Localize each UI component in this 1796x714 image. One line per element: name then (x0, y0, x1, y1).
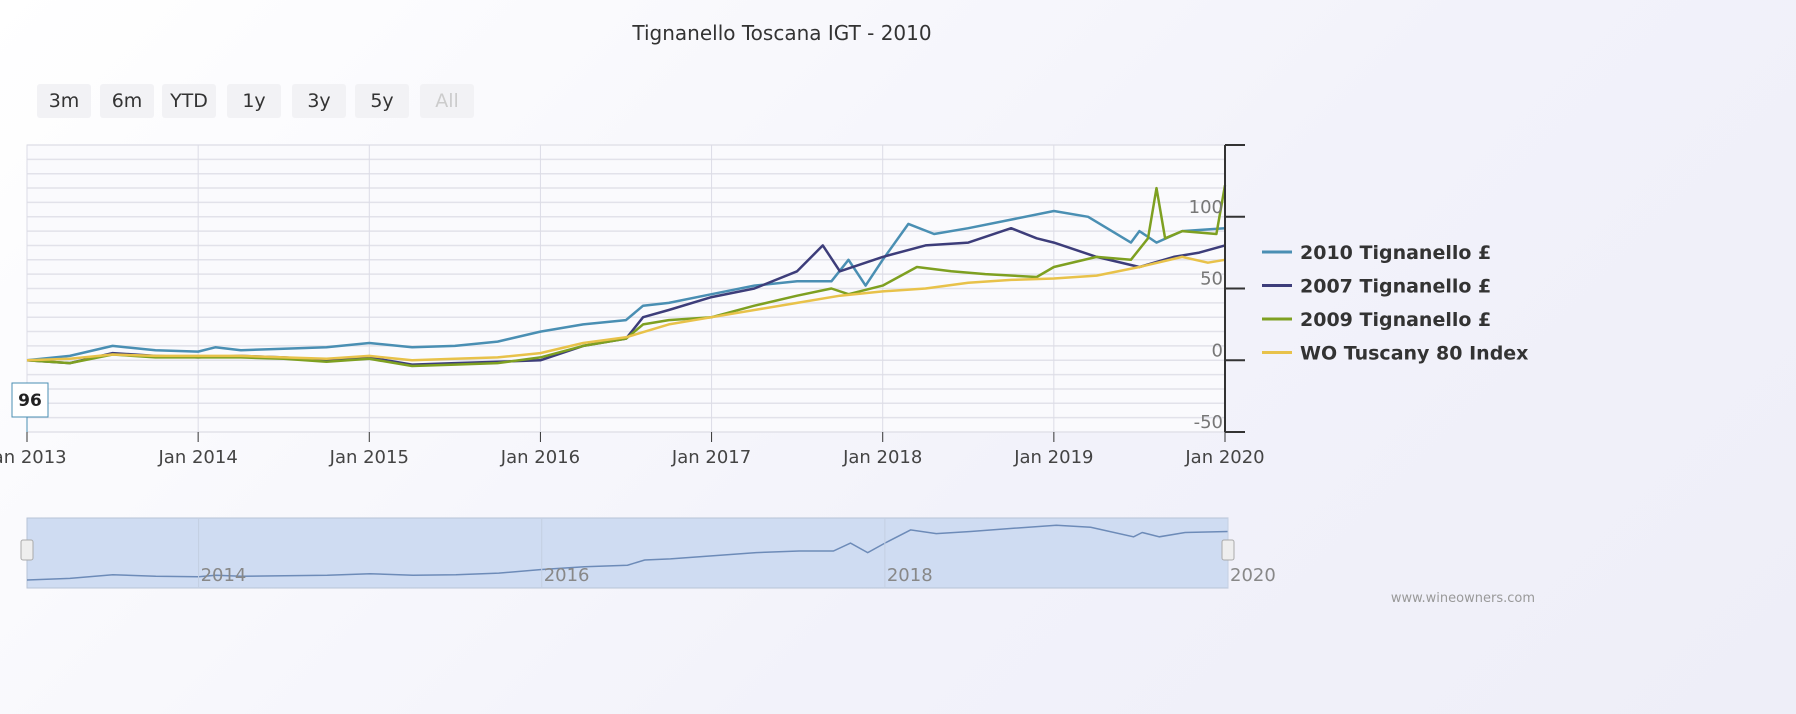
legend: 2010 Tignanello £ 2007 Tignanello £ 2009 T… (1262, 242, 1528, 365)
series-line-2 (26, 184, 1227, 368)
chart-title: Tignanello Toscana IGT - 2010 (631, 21, 931, 45)
navigator-tick-label: 2014 (201, 565, 247, 586)
range-button-1y[interactable]: 1y (227, 84, 281, 118)
x-tick-label: Jan 2018 (842, 447, 922, 468)
x-tick-label: Jan 2020 (1184, 447, 1264, 468)
range-button-6m[interactable]: 6m (100, 84, 154, 118)
range-button-3m[interactable]: 3m (37, 84, 91, 118)
navigator-tick-label: 2016 (544, 565, 590, 586)
series-line-3 (26, 255, 1226, 362)
x-tick-label: Jan 2015 (329, 447, 409, 468)
navigator[interactable]: 2014 2016 2018 2020 (20, 517, 1276, 589)
x-tick-label: Jan 2019 (1013, 447, 1093, 468)
navigator-handle-right[interactable] (1221, 539, 1235, 561)
x-tick-label: Jan 2016 (500, 447, 580, 468)
axes: Jan 2013 Jan 2014 Jan 2015 Jan 2016 Jan 2017… (0, 144, 1265, 468)
x-tick-label: Jan 2014 (158, 447, 238, 468)
navigator-series (26, 524, 1229, 581)
y-tick-label: -50 (1194, 412, 1223, 433)
credit-link[interactable]: www.wineowners.com (1391, 591, 1535, 606)
y-tick-label: 0 (1212, 340, 1223, 361)
range-button-ytd[interactable]: YTD (162, 84, 216, 118)
grid (26, 144, 1226, 433)
x-tick-label: Jan 2017 (671, 447, 751, 468)
navigator-tick-label: 2018 (887, 565, 933, 586)
y-tick-label: 50 (1200, 269, 1223, 290)
flag[interactable]: 96 (11, 382, 49, 432)
legend-item-3: WO Tuscany 80 Index (1300, 343, 1528, 365)
legend-item-1: 2007 Tignanello £ (1300, 276, 1491, 298)
navigator-tick-label: 2020 (1230, 565, 1276, 586)
y-tick-label: 100 (1189, 197, 1223, 218)
navigator-handle-left[interactable] (20, 539, 34, 561)
series-line-0 (26, 209, 1226, 362)
series-lines (26, 184, 1227, 368)
legend-item-2: 2009 Tignanello £ (1300, 309, 1491, 331)
range-button-all[interactable]: All (420, 84, 474, 118)
x-tick-label: Jan 2013 (0, 447, 67, 468)
legend-item-0: 2010 Tignanello £ (1300, 242, 1491, 264)
range-button-3y[interactable]: 3y (292, 84, 346, 118)
range-button-5y[interactable]: 5y (355, 84, 409, 118)
flag-label: 96 (18, 391, 42, 411)
